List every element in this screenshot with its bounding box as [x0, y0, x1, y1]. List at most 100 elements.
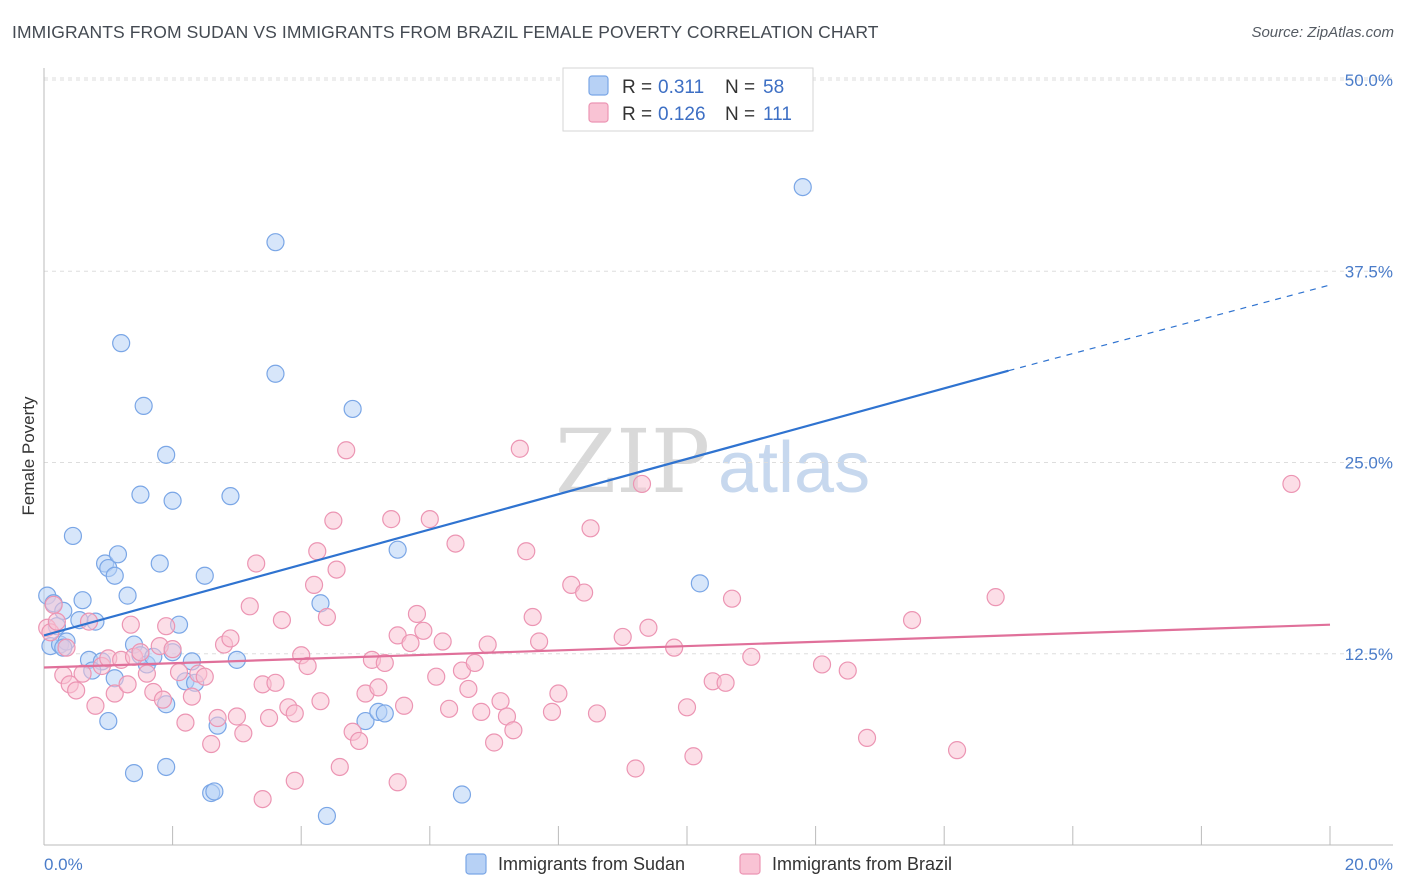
brazil-point [253, 789, 272, 809]
y-tick-label: 12.5% [1345, 645, 1393, 664]
y-tick-labels: 12.5% 25.0% 37.5% 50.0% [1345, 71, 1393, 664]
brazil-point [195, 667, 214, 686]
brazil-trend-line [43, 623, 1331, 669]
y-axis-label: Female Poverty [19, 396, 38, 516]
brazil-point [504, 721, 523, 740]
brazil-point [459, 679, 478, 699]
brazil-point [401, 633, 420, 653]
brazil-point [311, 692, 330, 711]
brazil-point [414, 621, 433, 640]
brazil-point [86, 696, 105, 715]
brazil-point [176, 713, 195, 732]
brazil-point [626, 759, 645, 778]
brazil-point [510, 439, 529, 458]
sudan-point [99, 711, 118, 731]
brazil-point [613, 627, 632, 647]
brazil-point [67, 681, 86, 700]
brazil-point [137, 664, 156, 683]
brazil-point [327, 560, 346, 579]
brazil-point [73, 664, 92, 683]
sudan-trend-line [43, 369, 1009, 637]
brazil-point [234, 724, 253, 743]
brazil-point [581, 519, 600, 538]
sudan-point [356, 711, 375, 731]
brazil-point [587, 704, 607, 723]
brazil-point [986, 588, 1005, 607]
brazil-point [153, 690, 173, 709]
sudan-point [108, 545, 128, 564]
sudan-point [63, 526, 83, 546]
sudan-point [452, 785, 472, 804]
correlation-legend: R = 0.311 N = 58 R = 0.126 N = 111 [562, 67, 814, 132]
brazil-point [337, 441, 356, 460]
brazil-point [304, 575, 324, 595]
bottom-legend-label-brazil: Immigrants from Brazil [772, 854, 952, 874]
sudan-point [124, 763, 144, 783]
brazil-point [382, 510, 401, 529]
brazil-point [857, 728, 877, 748]
brazil-point [272, 610, 292, 630]
sudan-point [388, 540, 407, 559]
sudan-point [317, 806, 337, 826]
brazil-point [485, 733, 504, 752]
x-tick-marks [43, 826, 1331, 845]
brazil-point [812, 655, 832, 674]
bottom-legend-label-sudan: Immigrants from Sudan [498, 854, 685, 874]
brazil-point [330, 757, 349, 777]
brazil-point [285, 771, 304, 790]
brazil-point [57, 638, 76, 657]
brazil-point [684, 747, 703, 766]
legend-n-label-brazil: N = [725, 104, 755, 125]
sudan-point [163, 491, 182, 510]
y-tick-label: 50.0% [1345, 71, 1393, 90]
watermark: ZIP atlas [555, 410, 870, 513]
bottom-legend-swatch-brazil [739, 853, 761, 875]
brazil-point [105, 684, 124, 703]
legend-r-value-sudan: 0.311 [658, 77, 704, 98]
sudan-point [157, 757, 176, 777]
sudan-point [221, 487, 240, 506]
brazil-point [722, 589, 742, 608]
watermark-zip: ZIP [555, 410, 710, 513]
trend-lines [43, 284, 1331, 669]
legend-n-value-sudan: 58 [763, 77, 784, 98]
brazil-point [478, 635, 497, 654]
source-label: Source: ZipAtlas.com [1251, 24, 1394, 41]
brazil-point [308, 542, 327, 561]
grid [44, 77, 1393, 655]
brazil-point [420, 510, 439, 529]
brazil-point [298, 656, 317, 676]
brazil-point [202, 734, 221, 754]
chart-title: IMMIGRANTS FROM SUDAN VS IMMIGRANTS FROM… [12, 22, 879, 42]
legend-r-value-brazil: 0.126 [658, 104, 706, 125]
brazil-point [349, 731, 369, 751]
sudan-trend-extension [1008, 284, 1331, 372]
brazil-point [375, 653, 394, 673]
bottom-legend-swatch-sudan [465, 853, 487, 875]
brazil-point [517, 542, 536, 561]
brazil-point [169, 663, 189, 682]
brazil-point [677, 698, 697, 717]
sudan-point [793, 178, 812, 197]
brazil-point [530, 632, 549, 651]
sudan-point [266, 364, 285, 383]
brazil-point [285, 704, 304, 723]
brazil-point [227, 707, 246, 726]
brazil-point [182, 687, 201, 706]
brazil-point [118, 675, 137, 694]
legend-n-value-brazil: 111 [763, 104, 792, 125]
brazil-point [394, 696, 414, 715]
brazil-point [388, 773, 407, 792]
brazil-point [947, 741, 967, 760]
sudan-point [131, 485, 150, 504]
brazil-point [472, 702, 491, 721]
sudan-point [134, 396, 153, 415]
brazil-point [44, 595, 63, 614]
brazil-point [742, 647, 761, 666]
legend-r-label-sudan: R = [622, 77, 652, 98]
y-tick-label: 37.5% [1345, 262, 1393, 281]
sudan-point [375, 704, 394, 723]
brazil-point [247, 554, 266, 573]
brazil-point [157, 617, 176, 636]
brazil-point [491, 692, 510, 711]
